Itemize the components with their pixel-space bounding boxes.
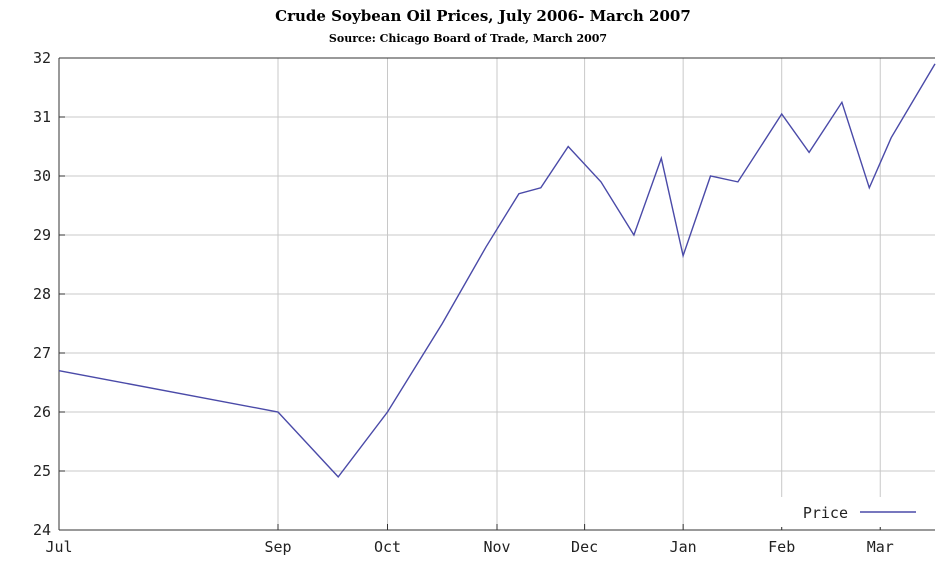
x-tick-label: Jan — [670, 538, 697, 556]
x-tick-label: Dec — [571, 538, 598, 556]
legend-label: Price — [803, 504, 848, 522]
chart-subtitle: Source: Chicago Board of Trade, March 20… — [328, 32, 608, 45]
y-tick-label: 31 — [33, 108, 51, 126]
y-tick-label: 26 — [33, 403, 51, 421]
x-tick-label: Jul — [45, 538, 72, 556]
y-tick-label: 24 — [33, 521, 51, 539]
y-tick-label: 29 — [33, 226, 51, 244]
x-tick-label: Sep — [264, 538, 291, 556]
y-tick-label: 27 — [33, 344, 51, 362]
x-tick-label: Nov — [483, 538, 510, 556]
chart-title: Crude Soybean Oil Prices, July 2006- Mar… — [275, 7, 691, 25]
y-tick-label: 25 — [33, 462, 51, 480]
x-tick-label: Oct — [374, 538, 401, 556]
x-tick-label: Feb — [768, 538, 795, 556]
x-tick-label: Mar — [867, 538, 894, 556]
y-tick-label: 28 — [33, 285, 51, 303]
y-tick-label: 32 — [33, 49, 51, 67]
y-tick-label: 30 — [33, 167, 51, 185]
